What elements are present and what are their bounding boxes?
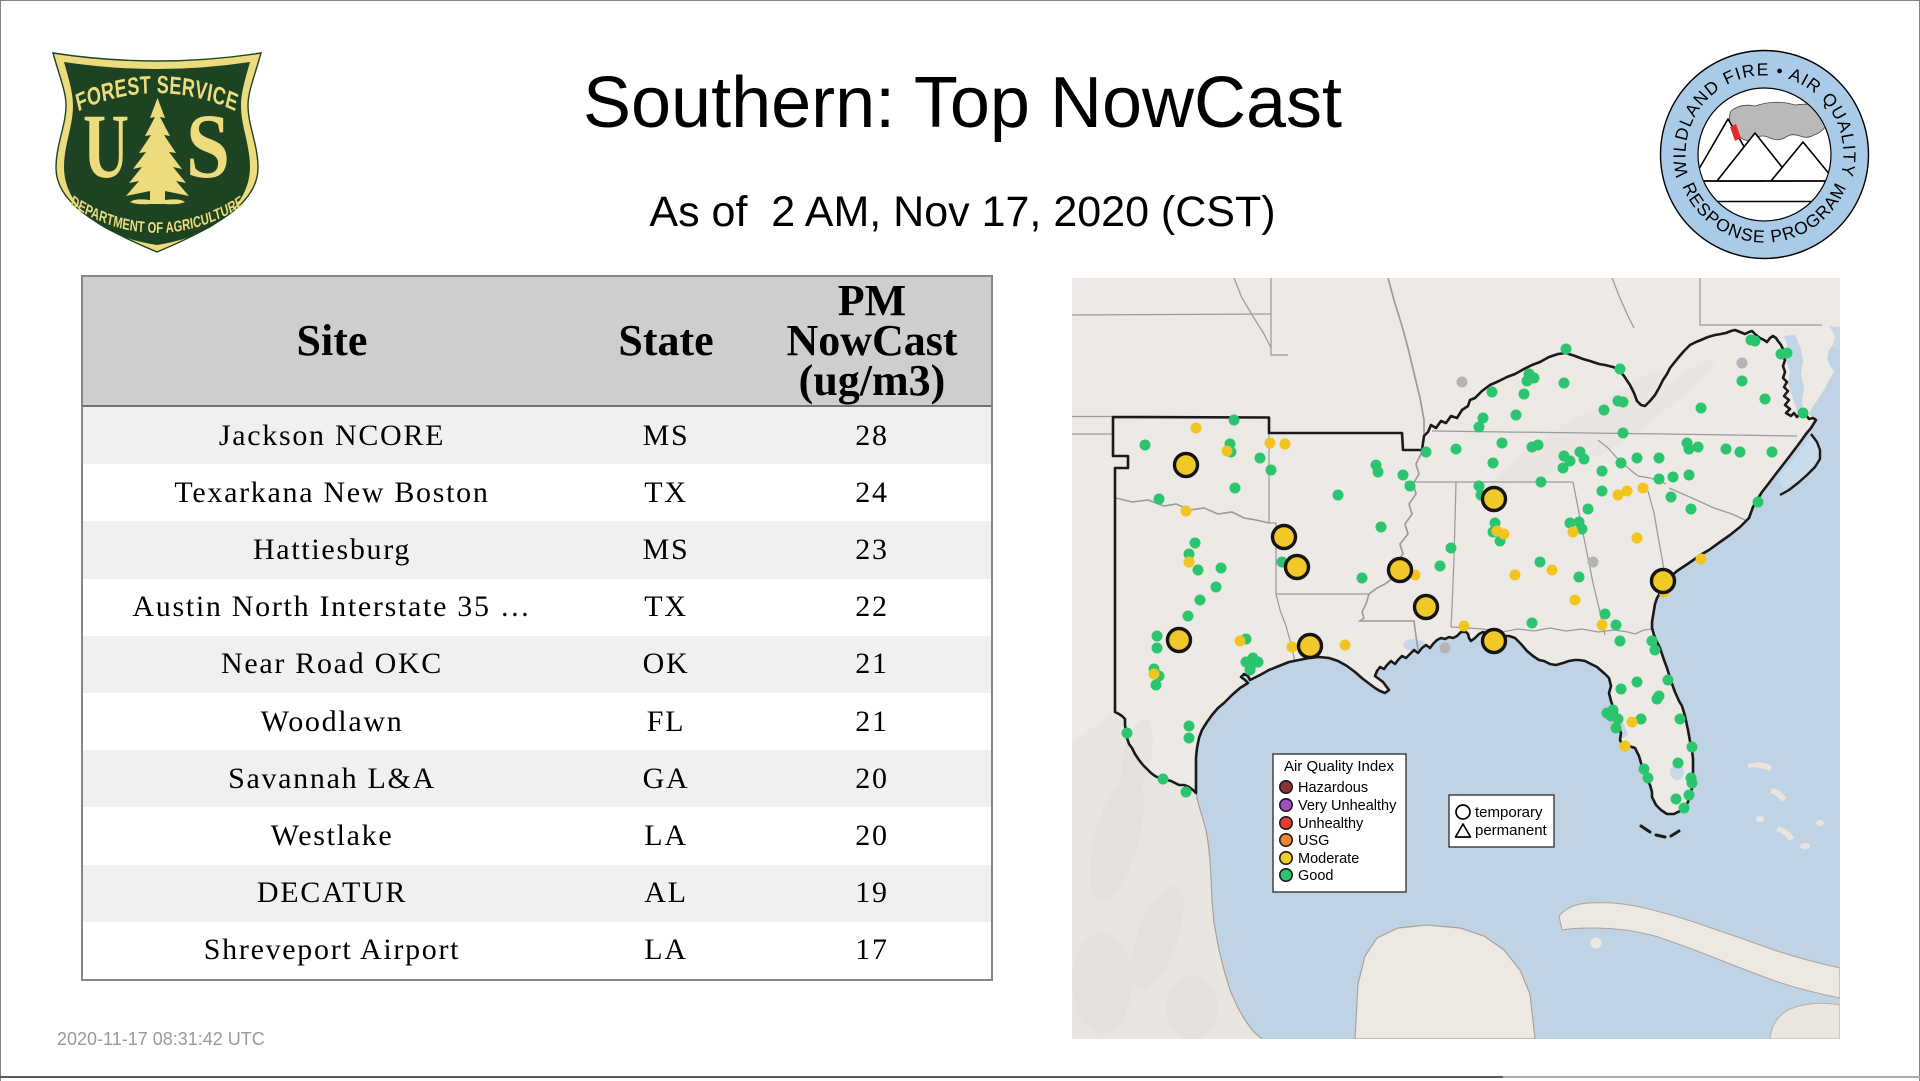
svg-text:Air Quality Index: Air Quality Index	[1284, 758, 1395, 775]
svg-text:Good: Good	[1298, 868, 1333, 884]
svg-text:Unhealthy: Unhealthy	[1298, 816, 1364, 832]
svg-text:USG: USG	[1298, 833, 1329, 849]
svg-text:temporary: temporary	[1475, 804, 1543, 821]
svg-text:permanent: permanent	[1475, 822, 1548, 839]
svg-text:Hazardous: Hazardous	[1298, 780, 1368, 796]
svg-text:U: U	[83, 95, 129, 197]
svg-text:S: S	[186, 95, 230, 197]
svg-text:Moderate: Moderate	[1298, 851, 1359, 867]
svg-text:Very Unhealthy: Very Unhealthy	[1298, 798, 1397, 814]
